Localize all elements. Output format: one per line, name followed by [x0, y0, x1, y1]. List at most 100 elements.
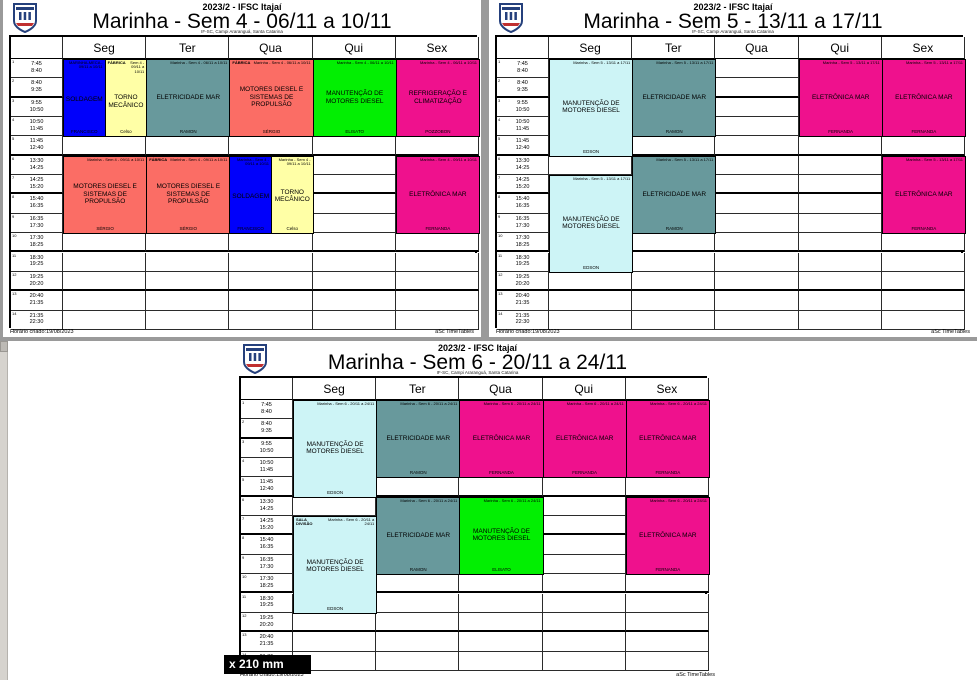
- class-block: Marinha - Sem 6 - 20/11 a 24/11 MANUTENÇÃ…: [459, 496, 544, 576]
- class-block-part: Marinha - Sem 5 - 13/11 a 17/11 MANUTENÇÃ…: [550, 60, 633, 156]
- teacher-name: FERNANDA: [655, 567, 681, 573]
- empty-slot: [395, 291, 479, 311]
- period-number: 5: [498, 136, 501, 142]
- period-number: 1: [498, 59, 501, 64]
- empty-slot: [63, 310, 147, 330]
- teacher-name: FERNANDA: [425, 226, 451, 232]
- ifsc-logo-icon: [13, 3, 37, 33]
- time-start: 18:30: [515, 254, 530, 261]
- class-block: Marinha - Sem 6 - 20/11 a 24/11 ELETRÔNIC…: [542, 400, 627, 479]
- class-block: Marinha - Sem 6 - 20/11 a 24/11 ELETRÔNIC…: [625, 400, 710, 479]
- class-block-part: FÁBRICA Sem 4 - 09/11 a 10/11 TORNO MECÂNI…: [104, 60, 147, 137]
- time-start: 15:40: [259, 537, 274, 544]
- time-start: 20:40: [259, 634, 274, 641]
- time-end: 15:20: [259, 524, 274, 531]
- subject-name: ELETRICIDADE MAR: [386, 531, 451, 539]
- time-start: 11:45: [515, 138, 530, 145]
- subject-name: MANUTENÇÃO DE MOTORES DIESEL: [325, 90, 384, 105]
- day-header-qui: Qui: [798, 37, 882, 59]
- class-block: Marinha - Sem 4 - 09/11 a 10/11 SOLDAGEM F…: [229, 155, 314, 235]
- time-slot-cell: 1 7:45 8:40: [241, 400, 293, 420]
- class-dates-label: Marinha - Sem 4 - 09/11 a 10/11: [170, 156, 228, 162]
- empty-slot: [881, 233, 965, 253]
- empty-slot: [229, 310, 313, 330]
- page-footer: Horário criado:19/08/2023 aSc TimeTables: [10, 329, 474, 335]
- time-slot-cell: 8 15:40 16:35: [497, 194, 549, 214]
- edition-label: 2023/2 - IFSC Itajaí: [693, 2, 773, 12]
- class-block-header: Marinha - Sem 5 - 13/11 a 17/11: [885, 157, 963, 163]
- empty-slot: [395, 271, 479, 292]
- empty-slot: [312, 291, 396, 311]
- timetable-page-week5: 2023/2 - IFSC Itajaí Marinha - Sem 5 - 1…: [489, 0, 977, 337]
- time-slot-cell: 2 8:40 9:35: [497, 78, 549, 98]
- time-start: 8:40: [261, 421, 272, 428]
- day-header-qua: Qua: [715, 37, 799, 59]
- time-slot-cell: 8 15:40 16:35: [241, 535, 293, 555]
- empty-slot: [395, 233, 479, 253]
- time-end: 11:45: [259, 466, 274, 473]
- period-number: 9: [12, 213, 15, 219]
- scrollbar-thumb[interactable]: [0, 341, 8, 352]
- period-number: 3: [242, 438, 245, 444]
- empty-slot: [632, 271, 716, 292]
- time-end: 21:35: [29, 300, 44, 307]
- class-dates-label: Marinha - Sem 6 - 20/11 a 24/11: [649, 497, 707, 503]
- empty-slot: [715, 252, 799, 272]
- teacher-name: RAMON: [665, 129, 683, 135]
- period-number: 3: [12, 97, 15, 103]
- time-start: 9:55: [31, 99, 42, 106]
- empty-slot: [881, 252, 965, 272]
- time-end: 11:45: [515, 125, 530, 132]
- time-start: 13:30: [259, 498, 274, 505]
- day-header-sex: Sex: [881, 37, 965, 59]
- empty-slot: [632, 291, 716, 311]
- empty-slot: [715, 213, 799, 234]
- time-start: 19:25: [29, 273, 44, 280]
- subject-name: SOLDAGEM: [65, 95, 103, 103]
- empty-slot: [715, 310, 799, 330]
- time-start: 21:35: [515, 312, 530, 319]
- empty-slot: [542, 632, 626, 652]
- class-block-header: Marinha - Sem 4 - 09/11 a 10/11: [399, 157, 477, 163]
- class-block-header: Marinha - Sem 6 - 20/11 a 24/11: [629, 401, 707, 407]
- period-number: 13: [242, 632, 247, 638]
- time-start: 16:35: [29, 215, 44, 222]
- class-block-header: Marinha - Sem 6 - 20/11 a 24/11: [462, 497, 541, 504]
- period-number: 9: [498, 213, 501, 219]
- empty-slot: [312, 213, 396, 234]
- time-start: 15:40: [29, 196, 44, 203]
- period-number: 6: [12, 155, 15, 161]
- day-header-qua: Qua: [459, 378, 543, 400]
- period-number: 1: [12, 59, 15, 64]
- class-dates-label: Marinha - Sem 6 - 20/11 a 24/11: [483, 497, 541, 503]
- page-footer: Horário criado:19/08/2023 aSc TimeTables: [240, 672, 715, 678]
- time-end: 17:30: [29, 222, 44, 229]
- time-start: 11:45: [29, 138, 44, 145]
- empty-slot: [542, 574, 626, 594]
- class-block: Marinha - Sem 6 - 20/11 a 24/11 ELETRICID…: [376, 400, 461, 479]
- day-header-sex: Sex: [625, 378, 709, 400]
- class-block: Marinha - Sem 6 - 20/11 a 24/11 ELETRÔNIC…: [459, 400, 544, 479]
- class-block-header: Marinha - Sem 5 - 13/11 a 17/11: [635, 60, 713, 66]
- class-dates-label: Marinha - Sem 5 - 13/11 a 17/11: [656, 156, 714, 162]
- class-dates-label: Sem 4 - 09/11 a 10/11: [130, 60, 145, 74]
- empty-slot: [63, 136, 147, 156]
- empty-slot: [881, 310, 965, 330]
- time-end: 16:35: [515, 203, 530, 210]
- page-subtitle: IF-SC, Campi Araranguá, Santa Catarina: [436, 370, 519, 375]
- time-end: 17:30: [259, 563, 274, 570]
- empty-slot: [625, 477, 709, 497]
- empty-slot: [715, 233, 799, 253]
- time-start: 20:40: [515, 293, 530, 300]
- time-slot-cell: 10 17:30 18:25: [497, 233, 549, 253]
- subject-name: ELETRÔNICA MAR: [472, 434, 531, 442]
- page-title: Marinha - Sem 5 - 13/11 a 17/11: [583, 10, 883, 33]
- vertical-scrollbar[interactable]: [0, 341, 8, 680]
- class-block: Marinha - Sem 4 - 06/11 a 10/11 MANUTENÇÃ…: [312, 59, 397, 138]
- empty-slot: [798, 194, 882, 214]
- class-block-part: Marinha - Sem 6 - 20/11 a 24/11 ELETRÔNIC…: [626, 497, 709, 575]
- time-slot-cell: 13 20:40 21:35: [11, 291, 63, 311]
- class-block-part: Marinha - Sem 6 - 20/11 a 24/11 MANUTENÇÃ…: [294, 401, 377, 497]
- empty-slot: [715, 136, 799, 156]
- empty-slot: [63, 233, 147, 253]
